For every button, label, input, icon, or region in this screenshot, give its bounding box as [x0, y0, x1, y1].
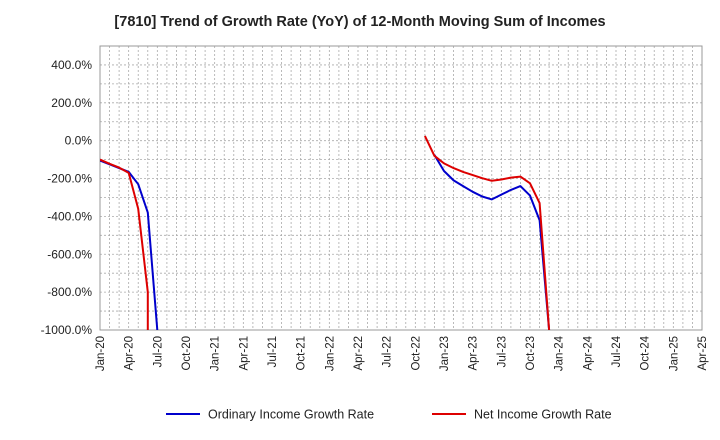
grid-lines: [100, 46, 702, 330]
x-tick-label: Jan-21: [210, 336, 222, 371]
y-tick-label: -600.0%: [47, 247, 92, 261]
series-line: [100, 158, 149, 330]
y-tick-label: 200.0%: [51, 96, 92, 110]
x-tick-label: Jul-24: [611, 335, 623, 367]
x-tick-label: Apr-25: [697, 336, 709, 371]
y-tick-label: 0.0%: [65, 134, 93, 148]
x-tick-label: Apr-23: [468, 336, 480, 371]
x-tick-label: Apr-24: [582, 335, 594, 370]
legend-label: Net Income Growth Rate: [474, 408, 612, 422]
y-tick-label: -1000.0%: [41, 323, 93, 337]
x-tick-label: Jan-22: [324, 336, 336, 371]
legend: Ordinary Income Growth Rate Net Income Gr…: [166, 408, 612, 422]
x-tick-label: Oct-22: [410, 336, 422, 371]
x-tick-label: Apr-20: [124, 336, 136, 371]
x-tick-label: Apr-22: [353, 336, 365, 371]
series-line: [423, 135, 551, 330]
y-tick-label: -400.0%: [47, 209, 92, 223]
x-tick-label: Jul-22: [382, 336, 394, 367]
legend-label: Ordinary Income Growth Rate: [208, 408, 374, 422]
x-tick-label: Jul-23: [496, 336, 508, 367]
x-tick-label: Apr-21: [238, 336, 250, 371]
x-tick-label: Jan-20: [95, 336, 107, 371]
x-axis-tick-labels: Jan-20 Apr-20 Jul-20 Oct-20 Jan-21 Apr-21 Jul-…: [95, 335, 709, 371]
y-tick-label: -200.0%: [47, 172, 92, 186]
x-tick-label: Oct-24: [640, 335, 652, 370]
x-tick-label: Jan-24: [554, 335, 566, 371]
y-axis-tick-labels: 400.0% 200.0% 0.0% -200.0% -400.0% -600.0% -80…: [41, 58, 93, 337]
x-tick-label: Jul-21: [267, 336, 279, 367]
series-lines: [100, 135, 551, 330]
x-tick-label: Oct-20: [181, 336, 193, 371]
x-tick-label: Jul-20: [152, 336, 164, 367]
x-tick-label: Jan-25: [668, 336, 680, 371]
plot-area-frame: [99, 45, 703, 331]
x-tick-label: Jan-23: [439, 336, 451, 371]
y-tick-label: 400.0%: [51, 58, 92, 72]
y-tick-label: -800.0%: [47, 285, 92, 299]
series-line: [433, 154, 551, 330]
chart-title: [7810] Trend of Growth Rate (YoY) of 12-…: [114, 14, 606, 30]
x-tick-label: Oct-23: [525, 336, 537, 371]
x-tick-label: Oct-21: [296, 336, 308, 371]
